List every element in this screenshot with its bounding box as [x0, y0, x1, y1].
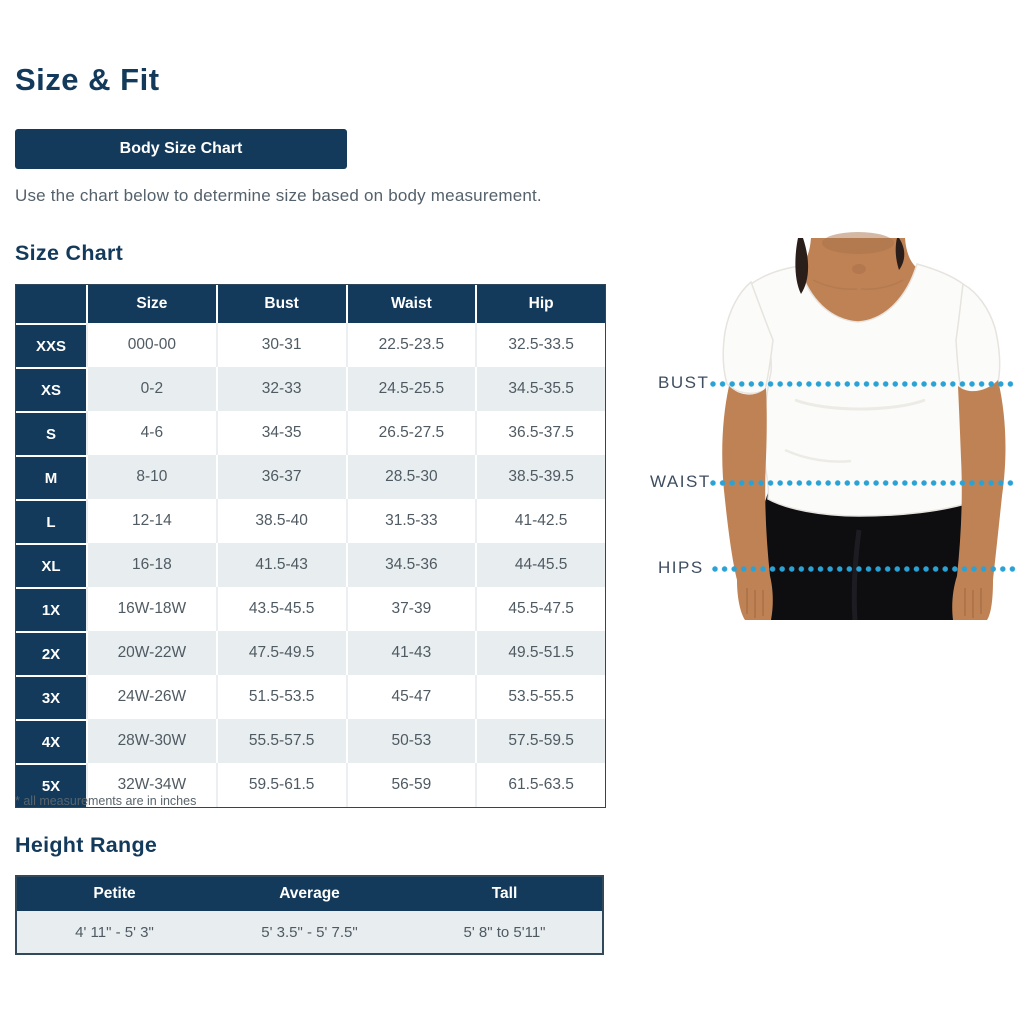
size-row-label: 4X: [16, 719, 86, 763]
height-header-row: Petite Average Tall: [17, 877, 602, 911]
cell-size: 4-6: [86, 411, 216, 455]
cell-waist: 28.5-30: [345, 455, 476, 499]
table-row: 5X 32W-34W 59.5-61.5 56-59 61.5-63.5: [16, 763, 605, 807]
cell-size: 32W-34W: [86, 763, 216, 807]
cell-size: 8-10: [86, 455, 216, 499]
table-row: XL 16-18 41.5-43 34.5-36 44-45.5: [16, 543, 605, 587]
cell-waist: 56-59: [345, 763, 476, 807]
cell-hip: 53.5-55.5: [475, 675, 605, 719]
measurements-footnote: * all measurements are in inches: [15, 794, 197, 808]
column-header-size: Size: [86, 285, 216, 323]
table-row: M 8-10 36-37 28.5-30 38.5-39.5: [16, 455, 605, 499]
model-hair: [795, 238, 905, 294]
column-header-waist: Waist: [345, 285, 476, 323]
hips-label: HIPS: [658, 558, 704, 577]
model-arms: [722, 380, 1006, 620]
size-row-label: 3X: [16, 675, 86, 719]
cell-bust: 47.5-49.5: [215, 631, 346, 675]
size-row-label: 5X: [16, 763, 86, 807]
size-row-label: L: [16, 499, 86, 543]
size-row-label: 1X: [16, 587, 86, 631]
cell-size: 20W-22W: [86, 631, 216, 675]
cell-bust: 30-31: [215, 323, 346, 367]
cell-hip: 49.5-51.5: [475, 631, 605, 675]
body-size-chart-button[interactable]: Body Size Chart: [15, 129, 347, 169]
column-header-average: Average: [212, 877, 407, 911]
waist-dotted-line: [710, 480, 1016, 486]
page-title: Size & Fit: [15, 62, 160, 97]
cell-bust: 59.5-61.5: [215, 763, 346, 807]
column-header-petite: Petite: [17, 877, 212, 911]
size-chart-header-row: Size Bust Waist Hip: [16, 285, 605, 323]
table-row: XXS 000-00 30-31 22.5-23.5 32.5-33.5: [16, 323, 605, 367]
cell-waist: 45-47: [345, 675, 476, 719]
size-row-label: M: [16, 455, 86, 499]
cell-waist: 22.5-23.5: [345, 323, 476, 367]
corner-cell: [16, 285, 86, 323]
cell-average-range: 5' 3.5" - 5' 7.5": [212, 911, 407, 953]
cell-size: 24W-26W: [86, 675, 216, 719]
cell-waist: 26.5-27.5: [345, 411, 476, 455]
height-range-table: Petite Average Tall 4' 11" - 5' 3" 5' 3.…: [15, 875, 604, 955]
cell-tall-range: 5' 8" to 5'11": [407, 911, 602, 953]
size-chart-heading: Size Chart: [15, 241, 124, 265]
table-row: XS 0-2 32-33 24.5-25.5 34.5-35.5: [16, 367, 605, 411]
cell-hip: 41-42.5: [475, 499, 605, 543]
cell-hip: 38.5-39.5: [475, 455, 605, 499]
size-row-label: XS: [16, 367, 86, 411]
cell-bust: 38.5-40: [215, 499, 346, 543]
column-header-bust: Bust: [215, 285, 346, 323]
size-row-label: S: [16, 411, 86, 455]
cell-size: 0-2: [86, 367, 216, 411]
cell-hip: 36.5-37.5: [475, 411, 605, 455]
cell-bust: 41.5-43: [215, 543, 346, 587]
table-row: 2X 20W-22W 47.5-49.5 41-43 49.5-51.5: [16, 631, 605, 675]
cell-waist: 37-39: [345, 587, 476, 631]
bust-label: BUST: [658, 373, 710, 392]
hips-dotted-line: [712, 566, 1016, 572]
cell-bust: 51.5-53.5: [215, 675, 346, 719]
table-row: S 4-6 34-35 26.5-27.5 36.5-37.5: [16, 411, 605, 455]
table-row: 1X 16W-18W 43.5-45.5 37-39 45.5-47.5: [16, 587, 605, 631]
cell-hip: 57.5-59.5: [475, 719, 605, 763]
table-row: 3X 24W-26W 51.5-53.5 45-47 53.5-55.5: [16, 675, 605, 719]
cell-size: 28W-30W: [86, 719, 216, 763]
size-row-label: 2X: [16, 631, 86, 675]
waist-label: WAIST: [650, 472, 711, 491]
cell-waist: 50-53: [345, 719, 476, 763]
cell-waist: 34.5-36: [345, 543, 476, 587]
size-chart-table: Size Bust Waist Hip XXS 000-00 30-31 22.…: [15, 284, 606, 808]
cell-bust: 34-35: [215, 411, 346, 455]
model-pants: [740, 486, 992, 620]
cell-bust: 55.5-57.5: [215, 719, 346, 763]
cell-hip: 61.5-63.5: [475, 763, 605, 807]
cell-hip: 34.5-35.5: [475, 367, 605, 411]
size-row-label: XXS: [16, 323, 86, 367]
cell-waist: 31.5-33: [345, 499, 476, 543]
cell-waist: 24.5-25.5: [345, 367, 476, 411]
size-row-label: XL: [16, 543, 86, 587]
cell-size: 12-14: [86, 499, 216, 543]
table-row: 4' 11" - 5' 3" 5' 3.5" - 5' 7.5" 5' 8" t…: [17, 911, 602, 953]
cell-bust: 43.5-45.5: [215, 587, 346, 631]
cell-size: 16W-18W: [86, 587, 216, 631]
cell-size: 000-00: [86, 323, 216, 367]
table-row: 4X 28W-30W 55.5-57.5 50-53 57.5-59.5: [16, 719, 605, 763]
cell-size: 16-18: [86, 543, 216, 587]
column-header-tall: Tall: [407, 877, 602, 911]
cell-hip: 44-45.5: [475, 543, 605, 587]
cell-hip: 32.5-33.5: [475, 323, 605, 367]
cell-bust: 36-37: [215, 455, 346, 499]
model-photo: [722, 232, 1006, 620]
cell-bust: 32-33: [215, 367, 346, 411]
height-range-heading: Height Range: [15, 833, 158, 857]
cell-hip: 45.5-47.5: [475, 587, 605, 631]
cell-waist: 41-43: [345, 631, 476, 675]
intro-text: Use the chart below to determine size ba…: [15, 186, 542, 205]
column-header-hip: Hip: [475, 285, 605, 323]
table-row: L 12-14 38.5-40 31.5-33 41-42.5: [16, 499, 605, 543]
cell-petite-range: 4' 11" - 5' 3": [17, 911, 212, 953]
bust-dotted-line: [710, 381, 1016, 387]
